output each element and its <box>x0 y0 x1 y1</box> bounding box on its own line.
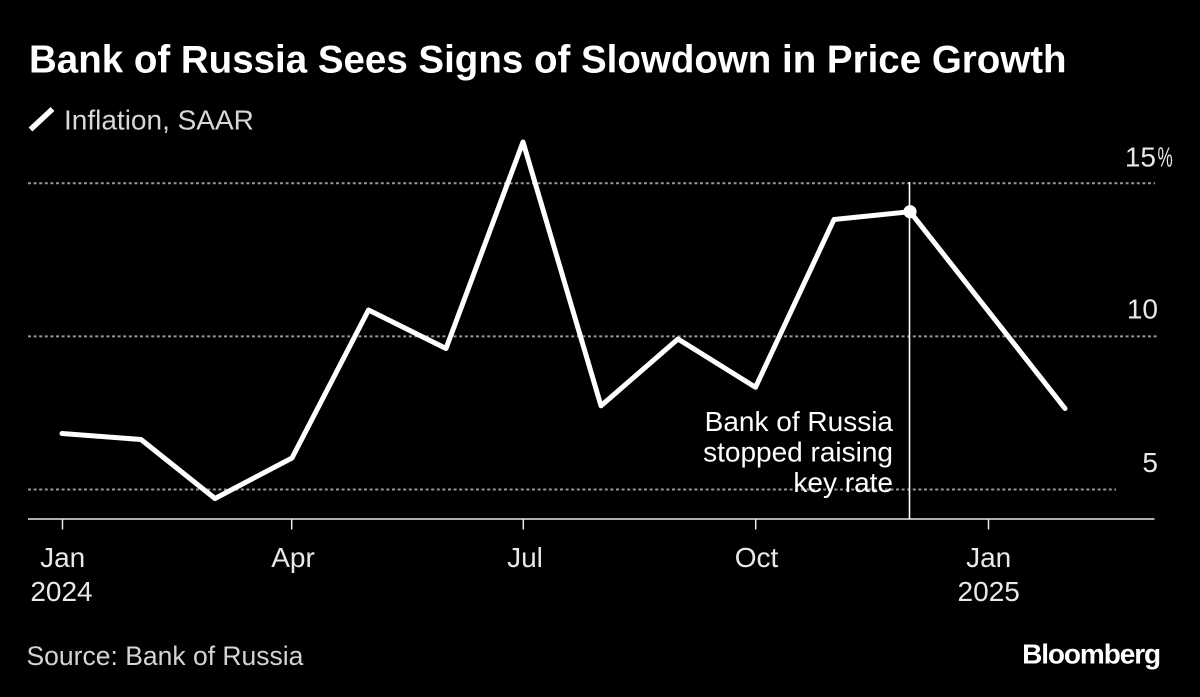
svg-text:Bank of Russia: Bank of Russia <box>705 406 894 437</box>
svg-text:Apr: Apr <box>271 542 315 573</box>
svg-text:Bank of Russia Sees Signs of S: Bank of Russia Sees Signs of Slowdown in… <box>29 39 1067 82</box>
svg-text:Jan: Jan <box>40 542 85 573</box>
svg-text:key rate: key rate <box>793 467 893 498</box>
svg-text:Oct: Oct <box>735 542 779 573</box>
svg-text:15: 15 <box>1125 142 1156 173</box>
svg-text:2025: 2025 <box>958 576 1020 607</box>
svg-text:%: % <box>1158 142 1173 173</box>
svg-text:stopped raising: stopped raising <box>703 437 893 468</box>
svg-text:Jan: Jan <box>966 542 1011 573</box>
svg-text:2024: 2024 <box>30 576 92 607</box>
svg-text:Inflation, SAAR: Inflation, SAAR <box>64 105 254 136</box>
svg-text:5: 5 <box>1142 447 1158 478</box>
svg-text:Source: Bank of Russia: Source: Bank of Russia <box>27 641 304 671</box>
svg-text:Bloomberg: Bloomberg <box>1022 638 1160 669</box>
svg-text:10: 10 <box>1127 294 1158 325</box>
svg-text:Jul: Jul <box>507 542 543 573</box>
